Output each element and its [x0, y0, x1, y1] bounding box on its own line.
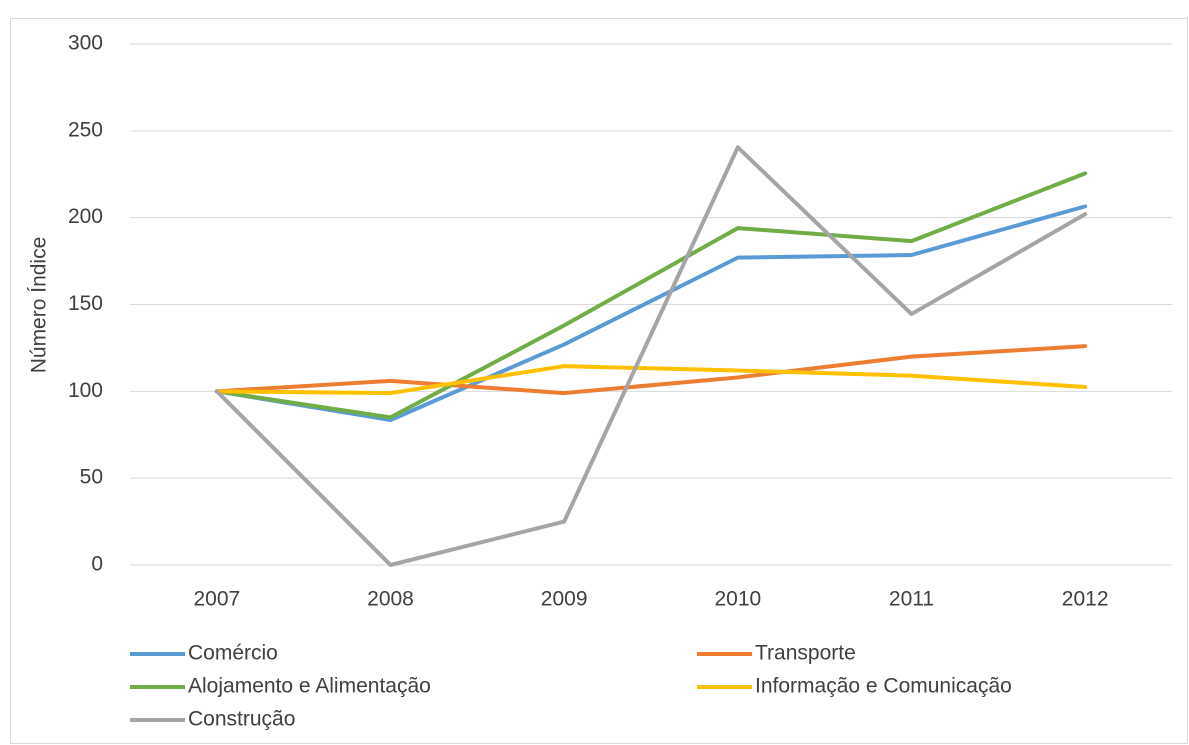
- legend-label: Construção: [188, 708, 295, 731]
- legend-label: Comércio: [188, 642, 278, 665]
- y-axis-label: Número Índice: [28, 237, 51, 374]
- y-tick-label: 50: [80, 466, 103, 489]
- y-tick-label: 200: [68, 205, 103, 228]
- x-tick-label: 2012: [1062, 588, 1109, 611]
- x-tick-label: 2007: [193, 588, 240, 611]
- x-tick-label: 2011: [889, 588, 934, 611]
- y-tick-label: 100: [68, 379, 103, 402]
- legend-label: Informação e Comunicação: [755, 675, 1012, 698]
- series-line: [214, 145, 1088, 567]
- y-tick-label: 300: [68, 32, 103, 55]
- x-tick-label: 2009: [541, 588, 588, 611]
- legend-label: Alojamento e Alimentação: [188, 675, 431, 698]
- x-tick-label: 2010: [714, 588, 761, 611]
- series-line: [214, 344, 1088, 396]
- legend-label: Transporte: [755, 642, 856, 665]
- y-tick-label: 0: [91, 553, 103, 576]
- y-tick-label: 150: [68, 292, 103, 315]
- x-tick-label: 2008: [367, 588, 414, 611]
- series-line: [214, 204, 1088, 422]
- y-tick-label: 250: [68, 118, 103, 141]
- series-line: [214, 364, 1088, 396]
- series-line: [214, 171, 1088, 420]
